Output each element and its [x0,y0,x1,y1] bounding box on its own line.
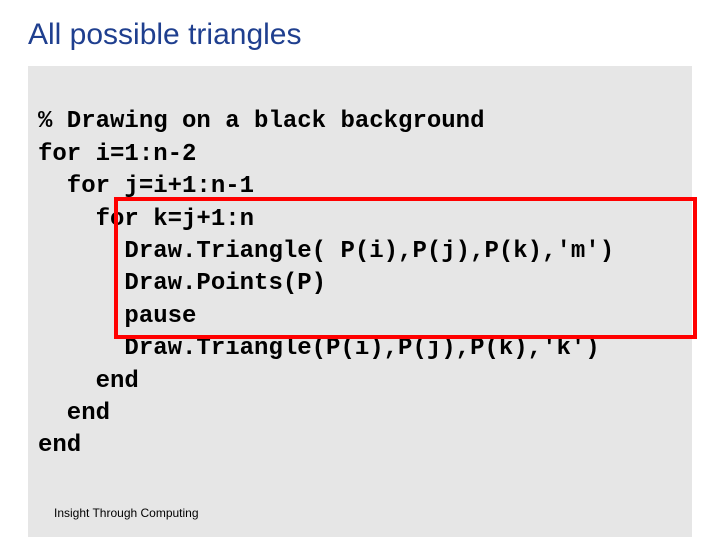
code-line: pause [38,303,196,330]
code-line: end [38,400,110,427]
slide-content: All possible triangles % Drawing on a bl… [0,0,720,537]
code-block: % Drawing on a black background for i=1:… [28,66,692,537]
code-line: Draw.Triangle( P(i),P(j),P(k),'m') [38,238,614,265]
code-line: for k=j+1:n [38,206,254,233]
code-line: Draw.Triangle(P(i),P(j),P(k),'k') [38,335,600,362]
code-line: Draw.Points(P) [38,270,326,297]
code-line: end [38,432,81,459]
code-line: % Drawing on a black background [38,108,484,135]
code-line: end [38,368,139,395]
page-title: All possible triangles [28,18,692,52]
code-line: for j=i+1:n-1 [38,173,254,200]
code-line: for i=1:n-2 [38,141,196,168]
footer-text: Insight Through Computing [54,506,199,520]
